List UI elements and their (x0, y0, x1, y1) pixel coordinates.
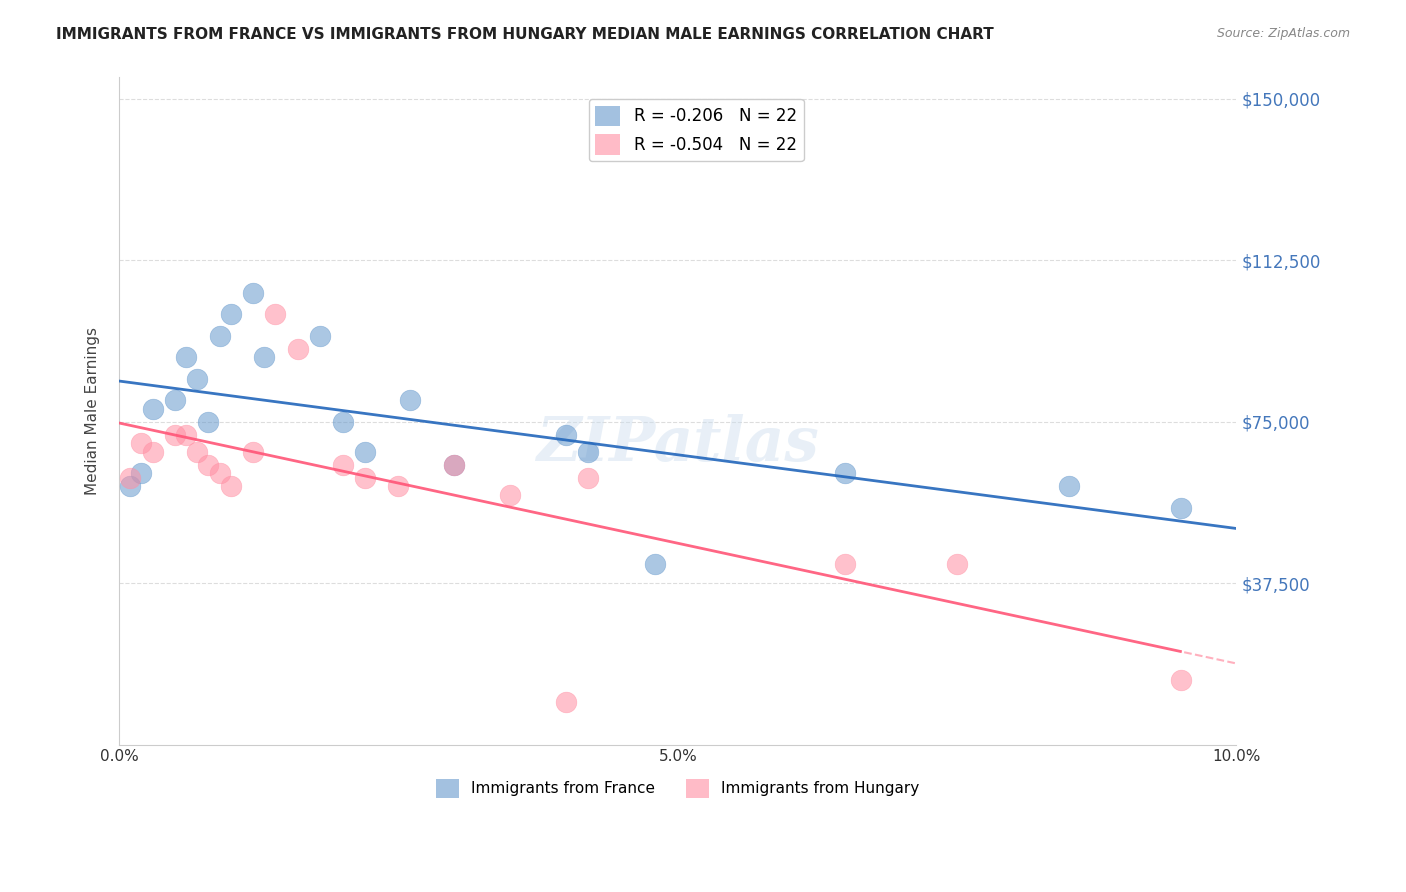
Text: IMMIGRANTS FROM FRANCE VS IMMIGRANTS FROM HUNGARY MEDIAN MALE EARNINGS CORRELATI: IMMIGRANTS FROM FRANCE VS IMMIGRANTS FRO… (56, 27, 994, 42)
Point (120, 471, 142, 485)
Point (219, 479, 242, 493)
Point (197, 415, 219, 429)
Point (354, 471, 377, 485)
Point (443, 458, 465, 472)
Point (163, 393, 186, 408)
Point (309, 328, 332, 343)
Point (499, 488, 522, 502)
Point (287, 342, 309, 356)
Point (946, 557, 969, 571)
Point (834, 557, 856, 571)
Point (174, 350, 197, 364)
Point (1170, 673, 1192, 687)
Point (555, 694, 578, 708)
Point (208, 328, 231, 343)
Point (1170, 500, 1192, 515)
Point (576, 445, 599, 459)
Point (332, 458, 354, 472)
Point (576, 471, 599, 485)
Point (264, 307, 287, 321)
Point (120, 479, 142, 493)
Point (332, 415, 354, 429)
Point (242, 285, 264, 300)
Point (174, 427, 197, 442)
Point (163, 427, 186, 442)
Text: ZIPatlas: ZIPatlas (536, 415, 820, 475)
Point (131, 436, 153, 450)
Point (644, 557, 666, 571)
Point (186, 445, 208, 459)
Point (142, 401, 165, 416)
Point (253, 350, 276, 364)
Point (1057, 479, 1080, 493)
Point (142, 445, 165, 459)
Point (387, 479, 409, 493)
Point (186, 372, 208, 386)
Point (555, 427, 578, 442)
Point (197, 458, 219, 472)
Point (443, 458, 465, 472)
Point (219, 307, 242, 321)
Point (208, 467, 231, 481)
Point (398, 393, 420, 408)
Text: Source: ZipAtlas.com: Source: ZipAtlas.com (1216, 27, 1350, 40)
Point (834, 467, 856, 481)
Point (242, 445, 264, 459)
Legend: Immigrants from France, Immigrants from Hungary: Immigrants from France, Immigrants from … (430, 772, 925, 804)
Point (131, 467, 153, 481)
Point (354, 445, 377, 459)
Y-axis label: Median Male Earnings: Median Male Earnings (86, 327, 100, 495)
